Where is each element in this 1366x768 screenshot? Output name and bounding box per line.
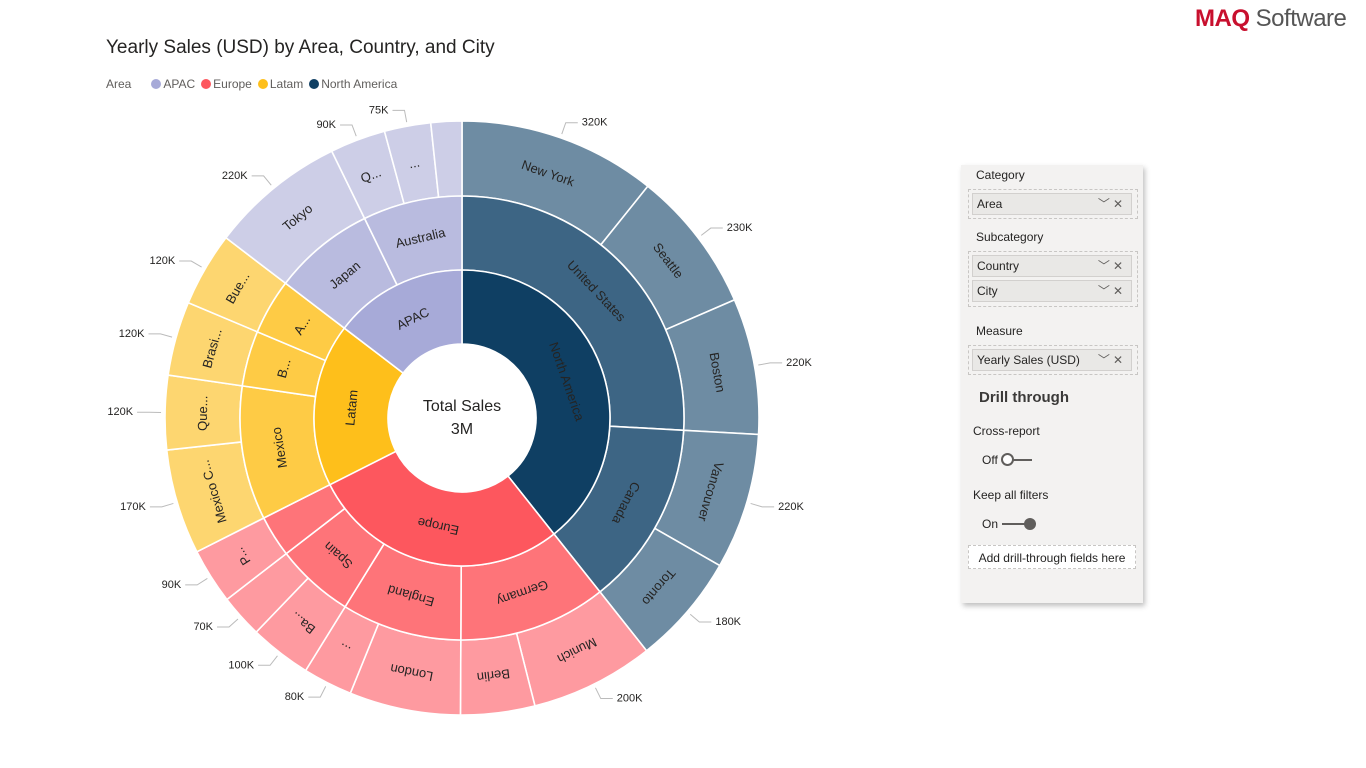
legend-marker <box>257 79 268 89</box>
leader-line <box>689 613 712 623</box>
leader-line <box>185 578 208 586</box>
legend-marker <box>151 79 162 89</box>
field-name: Country <box>977 259 1020 273</box>
value-label: 320K <box>582 117 608 129</box>
legend-marker <box>201 79 212 89</box>
value-label: 90K <box>316 119 336 131</box>
legend-item[interactable]: Europe <box>213 77 252 91</box>
value-label: 120K <box>107 406 133 418</box>
toggle-knob <box>1024 518 1037 530</box>
field-settings-panel: Category Area ﹀✕ Subcategory Country ﹀✕ Ci… <box>961 165 1143 603</box>
city-segment-label: Boston <box>707 351 729 393</box>
value-label: 200K <box>617 693 643 705</box>
chevron-down-icon[interactable]: ﹀ <box>1097 259 1113 273</box>
measure-well[interactable]: Yearly Sales (USD) ﹀✕ <box>968 345 1138 375</box>
keep-filters-label: Keep all filters <box>973 488 1049 502</box>
field-name: Yearly Sales (USD) <box>977 353 1080 367</box>
leader-line <box>700 227 723 236</box>
close-icon[interactable]: ✕ <box>1112 353 1126 367</box>
toggle-track <box>1000 453 1032 466</box>
city-segment-label: Berlin <box>476 666 511 685</box>
value-label: 220K <box>222 170 248 182</box>
legend-item[interactable]: Latam <box>269 77 304 91</box>
value-label: 220K <box>778 501 804 513</box>
subcategory-well[interactable]: Country ﹀✕ City ﹀✕ <box>968 251 1138 307</box>
field-pill-city[interactable]: City ﹀✕ <box>972 280 1132 302</box>
cross-report-label: Cross-report <box>973 424 1040 438</box>
close-icon[interactable]: ✕ <box>1112 197 1126 211</box>
leader-line <box>308 686 327 698</box>
maq-software-logo: MAQ Software <box>1195 5 1347 33</box>
leader-line <box>595 687 613 700</box>
value-label: 75K <box>369 104 389 116</box>
leader-line <box>217 618 239 628</box>
value-label: 220K <box>786 357 812 369</box>
chevron-down-icon[interactable]: ﹀ <box>1097 284 1113 298</box>
leader-line <box>258 655 278 666</box>
value-label: 170K <box>120 501 146 513</box>
logo-brand: MAQ <box>1195 5 1250 32</box>
leader-line <box>340 124 357 137</box>
chevron-down-icon[interactable]: ﹀ <box>1097 197 1113 211</box>
center-hole <box>388 344 536 492</box>
field-pill-yearly-sales[interactable]: Yearly Sales (USD) ﹀✕ <box>972 349 1132 371</box>
city-segment-label: ... <box>408 155 421 172</box>
value-label: 80K <box>285 691 305 703</box>
value-label: 120K <box>150 255 176 267</box>
drill-through-heading: Drill through <box>979 389 1069 406</box>
field-name: Area <box>977 197 1003 211</box>
value-label: 90K <box>162 579 182 591</box>
toggle-knob <box>1000 453 1014 466</box>
center-value: 3M <box>451 421 473 438</box>
field-pill-area[interactable]: Area ﹀✕ <box>972 193 1132 215</box>
leader-line <box>179 260 202 268</box>
city-segment-label: Que... <box>195 395 211 431</box>
value-label: 70K <box>193 621 213 633</box>
close-icon[interactable]: ✕ <box>1112 284 1126 298</box>
leader-line <box>392 109 408 123</box>
measure-label: Measure <box>976 324 1023 338</box>
value-label: 120K <box>119 328 145 340</box>
area-segment-label: Latam <box>342 389 360 426</box>
category-well[interactable]: Area ﹀✕ <box>968 189 1138 219</box>
leader-line <box>251 175 272 186</box>
category-label: Category <box>976 168 1025 182</box>
legend-marker <box>309 79 320 89</box>
value-label: 230K <box>727 222 753 234</box>
leader-line <box>758 362 783 366</box>
toggle-state: Off <box>982 453 998 467</box>
keep-filters-toggle[interactable]: On <box>982 517 1037 531</box>
chevron-down-icon[interactable]: ﹀ <box>1097 353 1113 367</box>
leader-line <box>149 502 174 508</box>
logo-suffix: Software <box>1255 5 1347 32</box>
chart-title: Yearly Sales (USD) by Area, Country, and… <box>106 37 495 58</box>
subcategory-label: Subcategory <box>976 230 1044 244</box>
leader-line <box>148 333 173 338</box>
center-label: Total Sales <box>423 398 501 415</box>
legend-title: Area <box>106 77 132 91</box>
country-segment-label: Mexico <box>269 426 290 469</box>
value-label: 180K <box>715 616 741 628</box>
legend-item[interactable]: APAC <box>163 77 196 91</box>
field-pill-country[interactable]: Country ﹀✕ <box>972 255 1132 277</box>
city-segment-label: Q... <box>358 164 383 185</box>
close-icon[interactable]: ✕ <box>1112 259 1126 273</box>
field-name: City <box>977 284 998 298</box>
cross-report-toggle[interactable]: Off <box>982 453 1032 467</box>
chart-legend: Area APAC Europe Latam North America <box>106 77 397 91</box>
toggle-state: On <box>982 517 999 531</box>
leader-line <box>750 502 775 508</box>
value-label: 100K <box>228 659 254 671</box>
leader-line <box>561 122 578 135</box>
toggle-track <box>1002 518 1037 530</box>
legend-item[interactable]: North America <box>321 77 398 91</box>
country-segment-label: B... <box>274 357 294 380</box>
add-drill-through-fields[interactable]: Add drill-through fields here <box>968 545 1136 569</box>
